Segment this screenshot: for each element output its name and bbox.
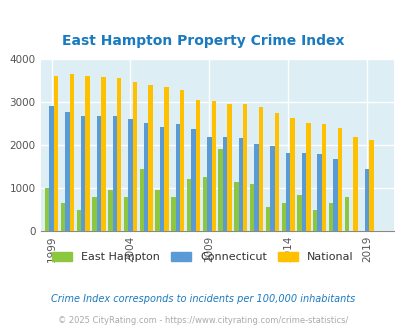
Bar (234, 182, 238, 231)
Bar (54, 76, 58, 231)
Bar (85, 76, 90, 231)
Bar (328, 203, 333, 231)
Bar (321, 124, 326, 231)
Bar (117, 78, 121, 231)
Bar (186, 179, 191, 231)
Bar (61, 203, 65, 231)
Bar (164, 87, 168, 231)
Bar (274, 113, 278, 231)
Text: Crime Index corresponds to incidents per 100,000 inhabitants: Crime Index corresponds to incidents per… (51, 294, 354, 304)
Bar (69, 74, 74, 231)
Bar (195, 100, 200, 231)
Bar (112, 116, 117, 231)
Bar (124, 197, 128, 231)
Bar (92, 197, 96, 231)
Bar (222, 137, 227, 231)
Bar (207, 138, 211, 231)
Bar (353, 137, 357, 231)
Bar (238, 138, 243, 231)
Bar (364, 169, 368, 231)
Bar (128, 119, 132, 231)
Bar (337, 128, 341, 231)
Bar (81, 116, 85, 231)
Legend: East Hampton, Connecticut, National: East Hampton, Connecticut, National (48, 248, 357, 267)
Bar (227, 104, 231, 231)
Bar (155, 190, 160, 231)
Bar (211, 101, 215, 231)
Bar (179, 90, 184, 231)
Bar (132, 82, 137, 231)
Bar (312, 210, 317, 231)
Bar (301, 153, 305, 231)
Bar (243, 104, 247, 231)
Bar (108, 190, 112, 231)
Bar (144, 123, 148, 231)
Bar (290, 118, 294, 231)
Bar (285, 153, 290, 231)
Bar (101, 77, 105, 231)
Bar (171, 197, 175, 231)
Bar (45, 188, 49, 231)
Bar (65, 112, 69, 231)
Bar (368, 140, 373, 231)
Bar (191, 129, 195, 231)
Bar (202, 178, 207, 231)
Bar (218, 149, 222, 231)
Bar (175, 124, 179, 231)
Text: East Hampton Property Crime Index: East Hampton Property Crime Index (62, 34, 343, 48)
Bar (317, 154, 321, 231)
Bar (305, 123, 310, 231)
Bar (249, 184, 254, 231)
Bar (270, 146, 274, 231)
Bar (49, 106, 54, 231)
Text: © 2025 CityRating.com - https://www.cityrating.com/crime-statistics/: © 2025 CityRating.com - https://www.city… (58, 316, 347, 325)
Bar (265, 208, 270, 231)
Bar (96, 116, 101, 231)
Bar (281, 203, 285, 231)
Bar (296, 195, 301, 231)
Bar (139, 169, 144, 231)
Bar (333, 159, 337, 231)
Bar (77, 210, 81, 231)
Bar (258, 107, 262, 231)
Bar (148, 85, 153, 231)
Bar (344, 197, 348, 231)
Bar (160, 127, 164, 231)
Bar (254, 144, 258, 231)
